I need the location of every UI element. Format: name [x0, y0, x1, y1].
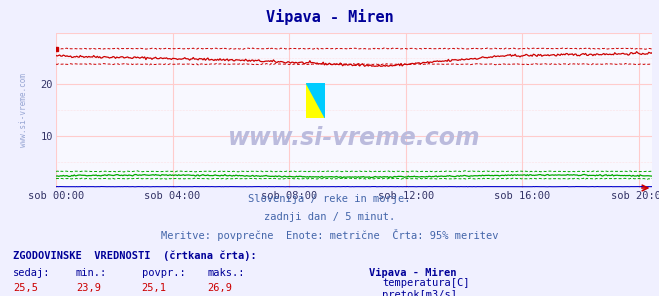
- Text: ZGODOVINSKE  VREDNOSTI  (črtkana črta):: ZGODOVINSKE VREDNOSTI (črtkana črta):: [13, 250, 257, 260]
- Text: min.:: min.:: [76, 268, 107, 278]
- Text: sedaj:: sedaj:: [13, 268, 51, 278]
- Text: Meritve: povprečne  Enote: metrične  Črta: 95% meritev: Meritve: povprečne Enote: metrične Črta:…: [161, 229, 498, 242]
- Polygon shape: [306, 83, 325, 118]
- Text: 25,1: 25,1: [142, 283, 167, 293]
- Text: Vipava - Miren: Vipava - Miren: [266, 9, 393, 25]
- Text: 26,9: 26,9: [208, 283, 233, 293]
- Polygon shape: [306, 83, 325, 118]
- Text: www.si-vreme.com: www.si-vreme.com: [228, 126, 480, 150]
- Text: temperatura[C]: temperatura[C]: [382, 278, 470, 288]
- Text: 25,5: 25,5: [13, 283, 38, 293]
- Text: 23,9: 23,9: [76, 283, 101, 293]
- Text: povpr.:: povpr.:: [142, 268, 185, 278]
- Text: pretok[m3/s]: pretok[m3/s]: [382, 289, 457, 296]
- Text: www.si-vreme.com: www.si-vreme.com: [18, 73, 28, 147]
- Text: maks.:: maks.:: [208, 268, 245, 278]
- Text: zadnji dan / 5 minut.: zadnji dan / 5 minut.: [264, 212, 395, 222]
- Text: Vipava - Miren: Vipava - Miren: [369, 268, 457, 278]
- Text: Slovenija / reke in morje.: Slovenija / reke in morje.: [248, 194, 411, 204]
